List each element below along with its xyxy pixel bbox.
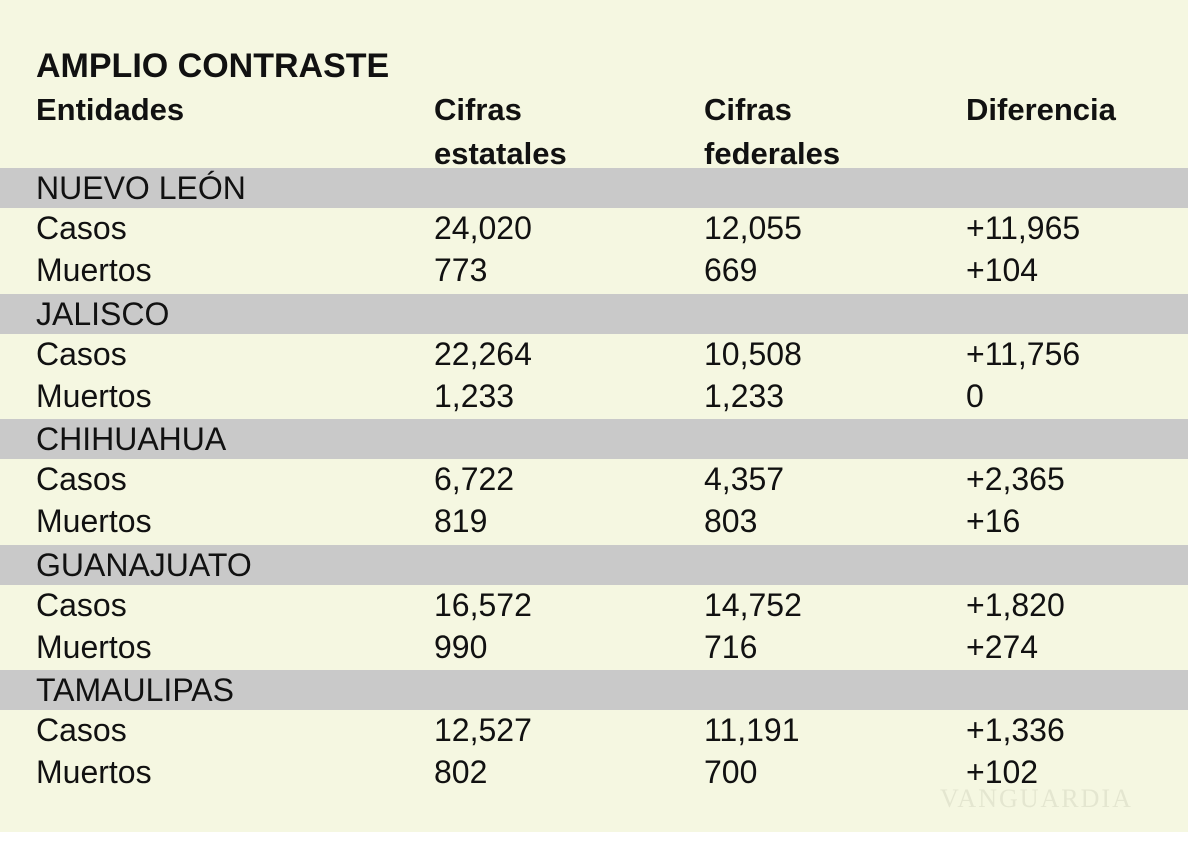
group-band xyxy=(0,419,1188,459)
cell-value: 4,357 xyxy=(704,461,785,497)
row-label: Muertos xyxy=(36,754,152,790)
cell-value: 6,722 xyxy=(434,461,515,497)
column-header: Cifras estatales xyxy=(434,92,567,171)
group-name: TAMAULIPAS xyxy=(36,672,234,708)
cell-value: +1,336 xyxy=(966,712,1065,748)
cell-value: 0 xyxy=(966,377,984,414)
row-label: Casos xyxy=(36,586,127,623)
cell-value: 803 xyxy=(704,503,758,539)
cell-value: 802 xyxy=(434,754,488,790)
cell-value: 669 xyxy=(704,252,758,288)
cell-value: 773 xyxy=(434,252,488,288)
cell-value: 16,572 xyxy=(434,586,532,623)
watermark: VANGUARDIA xyxy=(940,784,1133,813)
row-label: Muertos xyxy=(36,628,152,665)
group-name: NUEVO LEÓN xyxy=(36,170,246,206)
group-name: GUANAJUATO xyxy=(36,546,252,583)
cell-value: 12,055 xyxy=(704,210,802,246)
cell-value: +104 xyxy=(966,252,1039,288)
table-title: AMPLIO CONTRASTE xyxy=(36,47,390,85)
cell-value: +16 xyxy=(966,503,1021,539)
column-header: Cifras federales xyxy=(704,92,841,171)
row-label: Casos xyxy=(36,712,127,748)
group-band xyxy=(0,293,1188,334)
row-label: Muertos xyxy=(36,377,152,414)
cell-value: 24,020 xyxy=(434,210,532,246)
cell-value: 1,233 xyxy=(434,377,515,414)
cell-value: +1,820 xyxy=(966,586,1065,623)
cell-value: 1,233 xyxy=(704,377,785,414)
row-label: Casos xyxy=(36,335,127,372)
group-band xyxy=(0,168,1188,208)
row-label: Muertos xyxy=(36,252,152,288)
cell-value: +2,365 xyxy=(966,461,1065,497)
row-label: Muertos xyxy=(36,503,152,539)
cell-value: 819 xyxy=(434,503,488,539)
cell-value: 12,527 xyxy=(434,712,532,748)
group-band xyxy=(0,544,1188,585)
cell-value: 716 xyxy=(704,628,758,665)
cell-value: 700 xyxy=(704,754,758,790)
cell-value: +102 xyxy=(966,754,1039,790)
row-label: Casos xyxy=(36,461,127,497)
cell-value: 14,752 xyxy=(704,586,802,623)
cell-value: 990 xyxy=(434,628,488,665)
group-band xyxy=(0,670,1188,710)
column-header: Diferencia xyxy=(966,92,1116,127)
row-label: Casos xyxy=(36,210,127,246)
cell-value: 10,508 xyxy=(704,335,802,372)
cell-value: 22,264 xyxy=(434,335,532,372)
column-header: Entidades xyxy=(36,92,185,127)
cell-value: 11,191 xyxy=(704,712,800,748)
group-name: JALISCO xyxy=(36,295,170,332)
cell-value: +274 xyxy=(966,628,1039,665)
cell-value: +11,756 xyxy=(966,335,1081,372)
group-name: CHIHUAHUA xyxy=(36,421,227,457)
cell-value: +11,965 xyxy=(966,210,1081,246)
